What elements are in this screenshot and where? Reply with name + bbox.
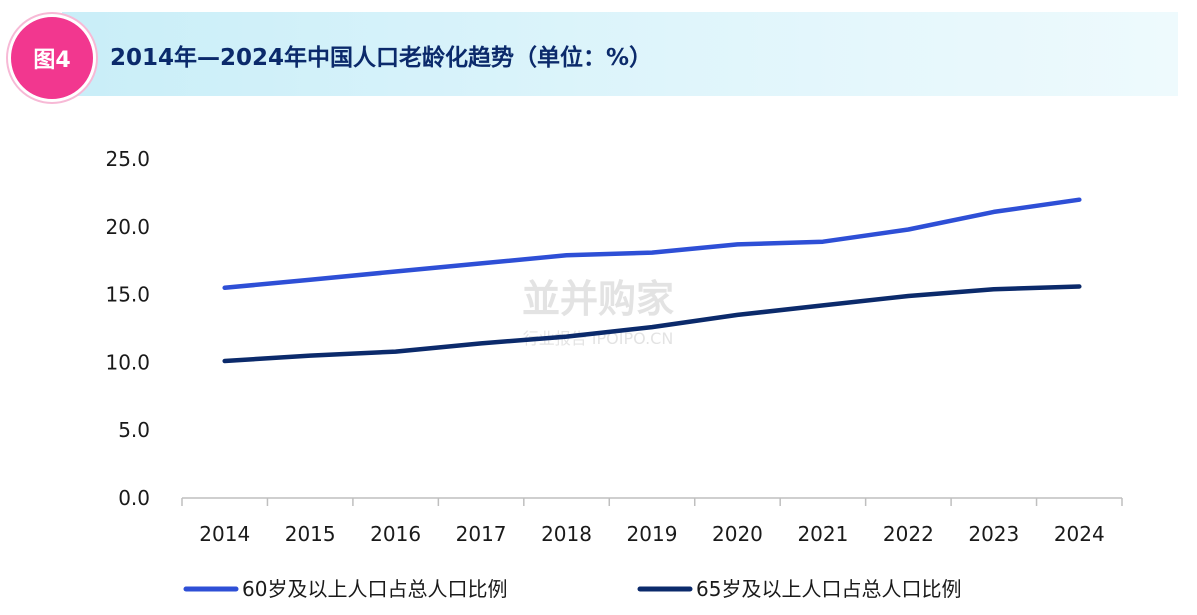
y-tick-label: 25.0: [105, 147, 150, 171]
series-line-1: [222, 197, 1082, 291]
x-tick-label: 2022: [883, 522, 934, 546]
y-tick-label: 20.0: [105, 215, 150, 239]
x-tick-label: 2023: [968, 522, 1019, 546]
axes: 2014 2015 2016 2017 2018 2019 2020 2021 2022 2023…: [105, 147, 1123, 546]
x-tick-label: 2016: [370, 522, 421, 546]
legend-label-2: 65岁及以上人口占总人口比例: [696, 577, 961, 601]
legend: 60岁及以上人口占总人口比例 65岁及以上人口占总人口比例: [183, 577, 961, 601]
x-tick-label: 2020: [712, 522, 763, 546]
watermark-sub-text: 行业报告 IPOIPO.CN: [523, 329, 674, 348]
chart-title: 2014年—2024年中国人口老龄化趋势（单位：%）: [110, 45, 653, 71]
y-tick-label: 0.0: [118, 486, 150, 510]
y-tick-label: 10.0: [105, 350, 150, 374]
series-layer: [222, 197, 1082, 364]
x-tick-label: 2021: [797, 522, 848, 546]
x-tick-label: 2014: [199, 522, 250, 546]
watermark-main-text: 並并购家: [522, 277, 674, 321]
figure-badge: 图4: [8, 14, 96, 102]
title-banner: [62, 12, 1178, 96]
x-tick-label: 2017: [456, 522, 507, 546]
y-tick-label: 5.0: [118, 418, 150, 442]
x-tick-label: 2019: [627, 522, 678, 546]
watermark: 並并购家 行业报告 IPOIPO.CN: [522, 277, 674, 348]
series-line-2: [222, 284, 1082, 364]
x-tick-label: 2024: [1054, 522, 1105, 546]
x-tick-label: 2018: [541, 522, 592, 546]
y-tick-label: 15.0: [105, 283, 150, 307]
legend-label-1: 60岁及以上人口占总人口比例: [242, 577, 507, 601]
x-tick-label: 2015: [285, 522, 336, 546]
